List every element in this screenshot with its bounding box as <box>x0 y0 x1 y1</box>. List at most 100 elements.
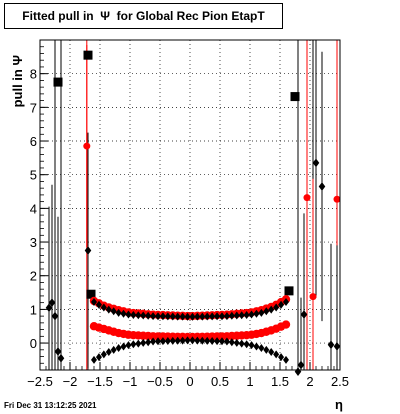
band-point <box>278 300 285 309</box>
y-tick-label: 5 <box>30 168 37 183</box>
band-point <box>283 297 289 306</box>
band-point <box>273 303 280 312</box>
data-point-diamond <box>312 158 320 168</box>
data-point-circle <box>309 293 317 301</box>
band-point <box>263 307 270 316</box>
band-point <box>189 336 196 345</box>
band-point <box>115 343 122 352</box>
band-point <box>238 339 245 348</box>
data-point-diamond <box>45 303 53 313</box>
band-point <box>258 308 265 317</box>
x-axis-label: η <box>335 397 343 412</box>
data-point-circle <box>333 195 341 203</box>
band-point <box>155 312 161 321</box>
band-point <box>174 312 181 321</box>
y-tick-label: 6 <box>30 134 37 149</box>
band-point <box>184 312 191 321</box>
x-tick-label: 1 <box>246 374 253 389</box>
x-tick-label: −2 <box>63 374 78 389</box>
band-point <box>125 310 132 319</box>
band-point <box>281 320 291 329</box>
x-tick-label: 0 <box>186 374 193 389</box>
band-point <box>238 311 245 320</box>
band-point <box>228 311 235 320</box>
data-point-diamond <box>318 182 326 191</box>
data-point-diamond <box>57 353 65 363</box>
band-point <box>233 338 240 347</box>
band-point <box>169 336 176 345</box>
band-point <box>105 347 112 356</box>
band-point <box>135 311 142 320</box>
band-point <box>253 342 260 351</box>
data-point-diamond <box>297 360 305 370</box>
y-tick-label: 7 <box>30 100 37 115</box>
data-point-circle <box>303 194 311 202</box>
band-point <box>164 336 171 345</box>
x-tick-label: −1 <box>123 374 138 389</box>
band-point <box>179 336 186 345</box>
band-point <box>155 337 161 346</box>
x-tick-label: 2.5 <box>331 374 349 389</box>
x-tick-label: 1.5 <box>271 374 289 389</box>
band-point <box>268 305 275 314</box>
band-point <box>209 312 216 321</box>
band-point <box>204 312 211 321</box>
y-tick-label: 1 <box>30 302 37 317</box>
band-point <box>110 345 117 354</box>
band-point <box>100 350 107 359</box>
band-point <box>159 337 166 346</box>
y-tick-label: 8 <box>30 67 37 82</box>
data-point-diamond <box>51 311 59 321</box>
band-point <box>268 347 275 356</box>
band-point <box>140 311 147 320</box>
band-point <box>214 312 221 321</box>
band-point <box>140 338 147 347</box>
y-tick-label: 0 <box>30 336 37 351</box>
band-point <box>223 312 230 321</box>
band-point <box>125 341 132 350</box>
band-point <box>130 340 137 349</box>
band-point <box>219 312 225 321</box>
band-point <box>184 336 191 345</box>
x-tick-label: 2 <box>306 374 313 389</box>
y-tick-label: 3 <box>30 235 37 250</box>
chart-title: Fitted pull in Ψ for Global Rec Pion Eta… <box>4 3 283 29</box>
x-tick-label: −1.5 <box>87 374 113 389</box>
data-point-diamond <box>54 347 62 356</box>
band-point <box>194 312 201 321</box>
data-point-square <box>53 77 63 87</box>
band-point <box>248 310 255 319</box>
x-tick-label: −0.5 <box>147 374 173 389</box>
band-point <box>194 336 201 345</box>
band-point <box>91 297 97 306</box>
band-point <box>223 337 230 346</box>
band-point <box>233 311 240 320</box>
band-point <box>189 312 196 321</box>
data-point-diamond <box>48 298 56 308</box>
band-point <box>209 336 216 345</box>
band-point <box>105 305 112 314</box>
band-point <box>199 336 206 345</box>
band-point <box>130 310 137 319</box>
band-point <box>164 312 171 321</box>
data-point-circle <box>83 142 91 150</box>
y-tick-label: 2 <box>30 269 37 284</box>
data-point-diamond <box>294 367 302 377</box>
band-point <box>150 312 157 321</box>
band-point <box>199 312 206 321</box>
data-point-square <box>83 50 93 60</box>
data-point-diamond <box>300 310 308 319</box>
data-point-square <box>284 286 294 296</box>
band-point <box>159 312 166 321</box>
band-point <box>273 350 280 359</box>
axes: −2.5 −2 −1.5 −1 −0.5 0 0.5 1 1.5 2 2.5 0 1 2 3 4 5 6 7 8 <box>27 39 349 389</box>
band-point <box>204 336 211 345</box>
band-point <box>135 339 142 348</box>
band-point <box>91 355 97 364</box>
band-point <box>248 341 255 350</box>
y-axis-label: pull in Ψ <box>10 55 25 107</box>
band-point <box>214 337 221 346</box>
data-point-square <box>86 289 96 299</box>
x-tick-label: −2.5 <box>27 374 53 389</box>
